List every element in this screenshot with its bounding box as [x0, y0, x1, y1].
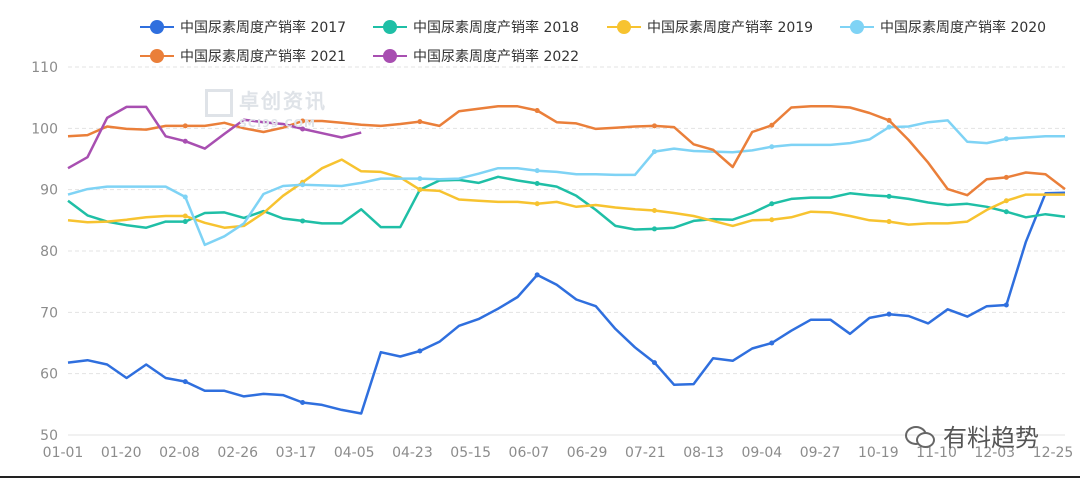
data-point — [769, 201, 775, 207]
legend-swatch — [607, 17, 641, 37]
data-point — [300, 182, 306, 188]
data-point — [182, 123, 188, 129]
data-point — [1003, 198, 1009, 204]
data-point — [1003, 136, 1009, 142]
data-point — [886, 193, 892, 199]
data-point — [769, 144, 775, 150]
data-point — [1003, 174, 1009, 180]
data-point — [651, 149, 657, 155]
data-point — [300, 126, 306, 132]
data-point — [651, 208, 657, 214]
data-point — [417, 176, 423, 182]
x-tick-label: 05-15 — [450, 445, 491, 461]
x-tick-label: 04-23 — [392, 445, 433, 461]
y-tick-label: 90 — [40, 183, 58, 199]
x-tick-label: 02-08 — [159, 445, 200, 461]
data-point — [886, 219, 892, 225]
y-tick-label: 100 — [31, 121, 58, 137]
series-line-3 — [67, 119, 1065, 247]
x-tick-label: 12-25 — [1033, 445, 1074, 461]
legend-swatch — [840, 17, 874, 37]
series-line-0 — [67, 191, 1066, 415]
y-tick-label: 110 — [31, 60, 58, 76]
x-tick-label: 12-03 — [974, 445, 1015, 461]
x-tick-label: 02-26 — [217, 445, 258, 461]
data-point — [651, 360, 657, 366]
data-point — [182, 213, 188, 219]
x-tick-label: 06-29 — [567, 445, 608, 461]
brand-text: 有料趋势 — [943, 424, 1039, 452]
data-point — [651, 123, 657, 129]
legend-label: 中国尿素周度产销率 2019 — [647, 20, 814, 36]
wechat-icon — [905, 424, 935, 448]
legend-label: 中国尿素周度产销率 2020 — [880, 20, 1047, 36]
legend-label: 中国尿素周度产销率 2021 — [180, 49, 347, 65]
data-point — [182, 194, 188, 200]
legend-item[interactable]: 中国尿素周度产销率 2022 — [373, 46, 579, 66]
data-point — [534, 201, 540, 207]
brand-badge: 有料趋势 — [905, 418, 1039, 453]
y-tick-label: 80 — [40, 244, 58, 260]
legend-swatch — [373, 46, 407, 66]
x-tick-label: 06-07 — [509, 445, 550, 461]
legend-swatch — [140, 46, 174, 66]
y-axis: 50 60 70 80 90 100 110 — [31, 60, 58, 444]
data-point — [182, 219, 188, 225]
data-point — [417, 187, 423, 193]
chart-grid — [68, 66, 1065, 436]
x-tick-label: 09-27 — [800, 445, 841, 461]
y-tick-label: 50 — [40, 428, 58, 444]
data-point — [651, 226, 657, 232]
data-point — [534, 108, 540, 114]
legend-swatch — [140, 17, 174, 37]
bottom-divider — [0, 476, 1080, 478]
data-point — [300, 399, 306, 405]
data-point — [1003, 209, 1009, 215]
x-tick-label: 10-19 — [858, 445, 899, 461]
x-tick-label: 01-01 — [43, 445, 84, 461]
series-line-1 — [67, 175, 1066, 231]
legend-swatch — [373, 17, 407, 37]
x-axis: 01-01 01-20 02-08 02-26 03-17 04-05 04-23 05-15… — [43, 445, 1074, 461]
data-point — [886, 311, 892, 317]
x-tick-label: 09-04 — [741, 445, 782, 461]
data-point — [417, 348, 423, 354]
data-point — [534, 181, 540, 187]
x-tick-label: 04-05 — [334, 445, 375, 461]
legend-label: 中国尿素周度产销率 2022 — [413, 49, 580, 65]
x-tick-label: 01-20 — [101, 445, 142, 461]
data-point — [534, 168, 540, 174]
x-tick-label: 11-10 — [916, 445, 957, 461]
data-point — [417, 119, 423, 125]
legend-item[interactable]: 中国尿素周度产销率 2020 — [840, 17, 1046, 37]
data-point — [1003, 302, 1009, 308]
data-point — [182, 379, 188, 385]
data-point — [886, 117, 892, 123]
y-tick-label: 60 — [40, 367, 58, 383]
data-point — [300, 118, 306, 124]
series-line-5 — [67, 105, 362, 170]
data-point — [534, 272, 540, 278]
x-tick-label: 07-21 — [625, 445, 666, 461]
series-line-2 — [67, 158, 1065, 229]
legend-label: 中国尿素周度产销率 2017 — [180, 20, 347, 36]
x-tick-label: 03-17 — [276, 445, 317, 461]
data-point — [769, 122, 775, 128]
legend-item[interactable]: 中国尿素周度产销率 2019 — [607, 17, 813, 37]
legend-item[interactable]: 中国尿素周度产销率 2021 — [140, 46, 346, 66]
data-point — [182, 138, 188, 144]
data-point — [300, 218, 306, 224]
legend-label: 中国尿素周度产销率 2018 — [413, 20, 580, 36]
chart-series — [67, 105, 1066, 415]
y-tick-label: 70 — [40, 305, 58, 321]
series-line-4 — [67, 105, 1066, 197]
legend-item[interactable]: 中国尿素周度产销率 2017 — [140, 17, 346, 37]
data-point — [886, 124, 892, 130]
data-point — [769, 340, 775, 346]
x-tick-label: 08-13 — [683, 445, 724, 461]
data-point — [769, 217, 775, 223]
legend-item[interactable]: 中国尿素周度产销率 2018 — [373, 17, 579, 37]
